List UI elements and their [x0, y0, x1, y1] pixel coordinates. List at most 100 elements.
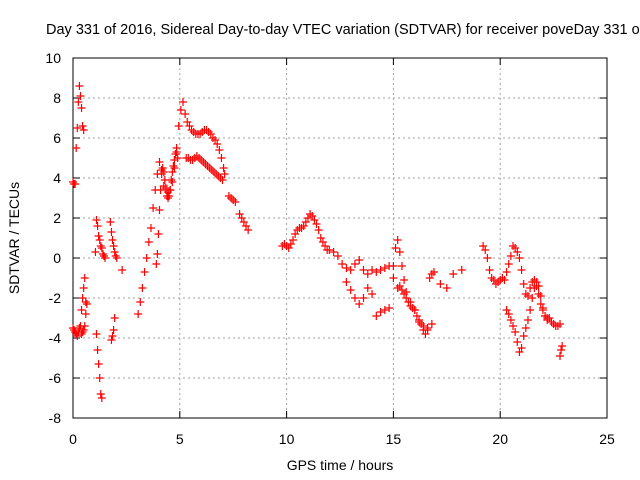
data-point [368, 266, 377, 274]
data-point [557, 346, 566, 354]
data-point [213, 140, 222, 148]
data-point [165, 192, 174, 200]
data-point [538, 304, 547, 312]
data-point [167, 176, 176, 184]
data-point [110, 248, 119, 256]
data-point [517, 266, 526, 274]
x-tick-label: 10 [279, 431, 295, 447]
data-point [380, 264, 389, 272]
data-point [76, 92, 85, 100]
data-point [80, 322, 89, 330]
data-point [94, 232, 103, 240]
data-point [95, 236, 104, 244]
data-point [107, 228, 116, 236]
data-point [136, 298, 145, 306]
data-point [110, 314, 119, 322]
data-point [168, 168, 177, 176]
data-point [355, 300, 364, 308]
data-point [79, 284, 88, 292]
data-point [363, 284, 372, 292]
data-point [91, 248, 100, 256]
data-point [389, 274, 398, 282]
data-point [72, 144, 81, 152]
y-tick-label: 4 [53, 170, 61, 186]
data-point [181, 110, 190, 118]
data-points [69, 82, 567, 402]
data-point [79, 126, 88, 134]
y-tick-label: -6 [49, 370, 62, 386]
x-tick-label: 25 [599, 431, 615, 447]
data-point [372, 312, 381, 320]
data-point [144, 238, 153, 246]
data-point [526, 306, 535, 314]
y-tick-label: 0 [53, 250, 61, 266]
data-point [142, 254, 151, 262]
data-point [152, 260, 161, 268]
data-point [81, 298, 90, 306]
data-point [530, 284, 539, 292]
y-tick-label: 2 [53, 210, 61, 226]
x-tick-label: 5 [176, 431, 184, 447]
data-point [528, 294, 537, 302]
data-point [82, 300, 91, 308]
data-point [81, 310, 90, 318]
data-point [168, 178, 177, 186]
data-point [155, 206, 164, 214]
data-point [134, 310, 143, 318]
y-tick-label: -2 [49, 290, 62, 306]
data-point [400, 276, 409, 284]
data-point [556, 320, 565, 328]
data-point [71, 180, 80, 188]
chart-title: Day 331 of 2016, Sidereal Day-to-day VTE… [46, 22, 640, 38]
y-tick-label: 8 [53, 90, 61, 106]
data-point [109, 326, 118, 334]
data-point [380, 306, 389, 314]
data-point [502, 268, 511, 276]
data-point [101, 254, 110, 262]
axis-ticks: -8 -6 -4 -2 0 2 4 6 8 10 0 5 10 15 20 25 [45, 50, 615, 447]
data-point [73, 332, 82, 340]
data-point [174, 122, 183, 130]
data-point [169, 162, 178, 170]
data-point [376, 308, 385, 316]
data-point [173, 154, 182, 162]
data-point [558, 342, 567, 350]
data-point [138, 284, 147, 292]
x-axis-label: GPS time / hours [287, 457, 394, 473]
data-point [108, 236, 117, 244]
data-point [509, 322, 518, 330]
data-point [312, 220, 321, 228]
data-point [166, 186, 175, 194]
data-point [159, 168, 168, 176]
data-point [410, 306, 419, 314]
data-point [78, 122, 87, 130]
data-point [350, 294, 359, 302]
data-point [481, 246, 490, 254]
data-point [513, 338, 522, 346]
data-point [106, 218, 115, 226]
data-point [519, 280, 528, 288]
data-point [108, 332, 117, 340]
data-point [77, 306, 86, 314]
data-point [107, 336, 116, 344]
data-point [402, 294, 411, 302]
data-point [109, 242, 118, 250]
data-point [406, 298, 415, 306]
data-point [94, 360, 103, 368]
data-point [217, 154, 226, 162]
data-point [517, 344, 526, 352]
data-point [172, 148, 181, 156]
data-point [436, 280, 445, 288]
data-point [556, 352, 565, 360]
data-point [543, 316, 552, 324]
data-point [342, 264, 351, 272]
data-point [342, 278, 351, 286]
data-point [111, 252, 120, 260]
y-tick-label: -8 [49, 410, 62, 426]
data-point [523, 316, 532, 324]
data-point [427, 320, 436, 328]
x-tick-label: 20 [492, 431, 508, 447]
data-point [449, 270, 458, 278]
